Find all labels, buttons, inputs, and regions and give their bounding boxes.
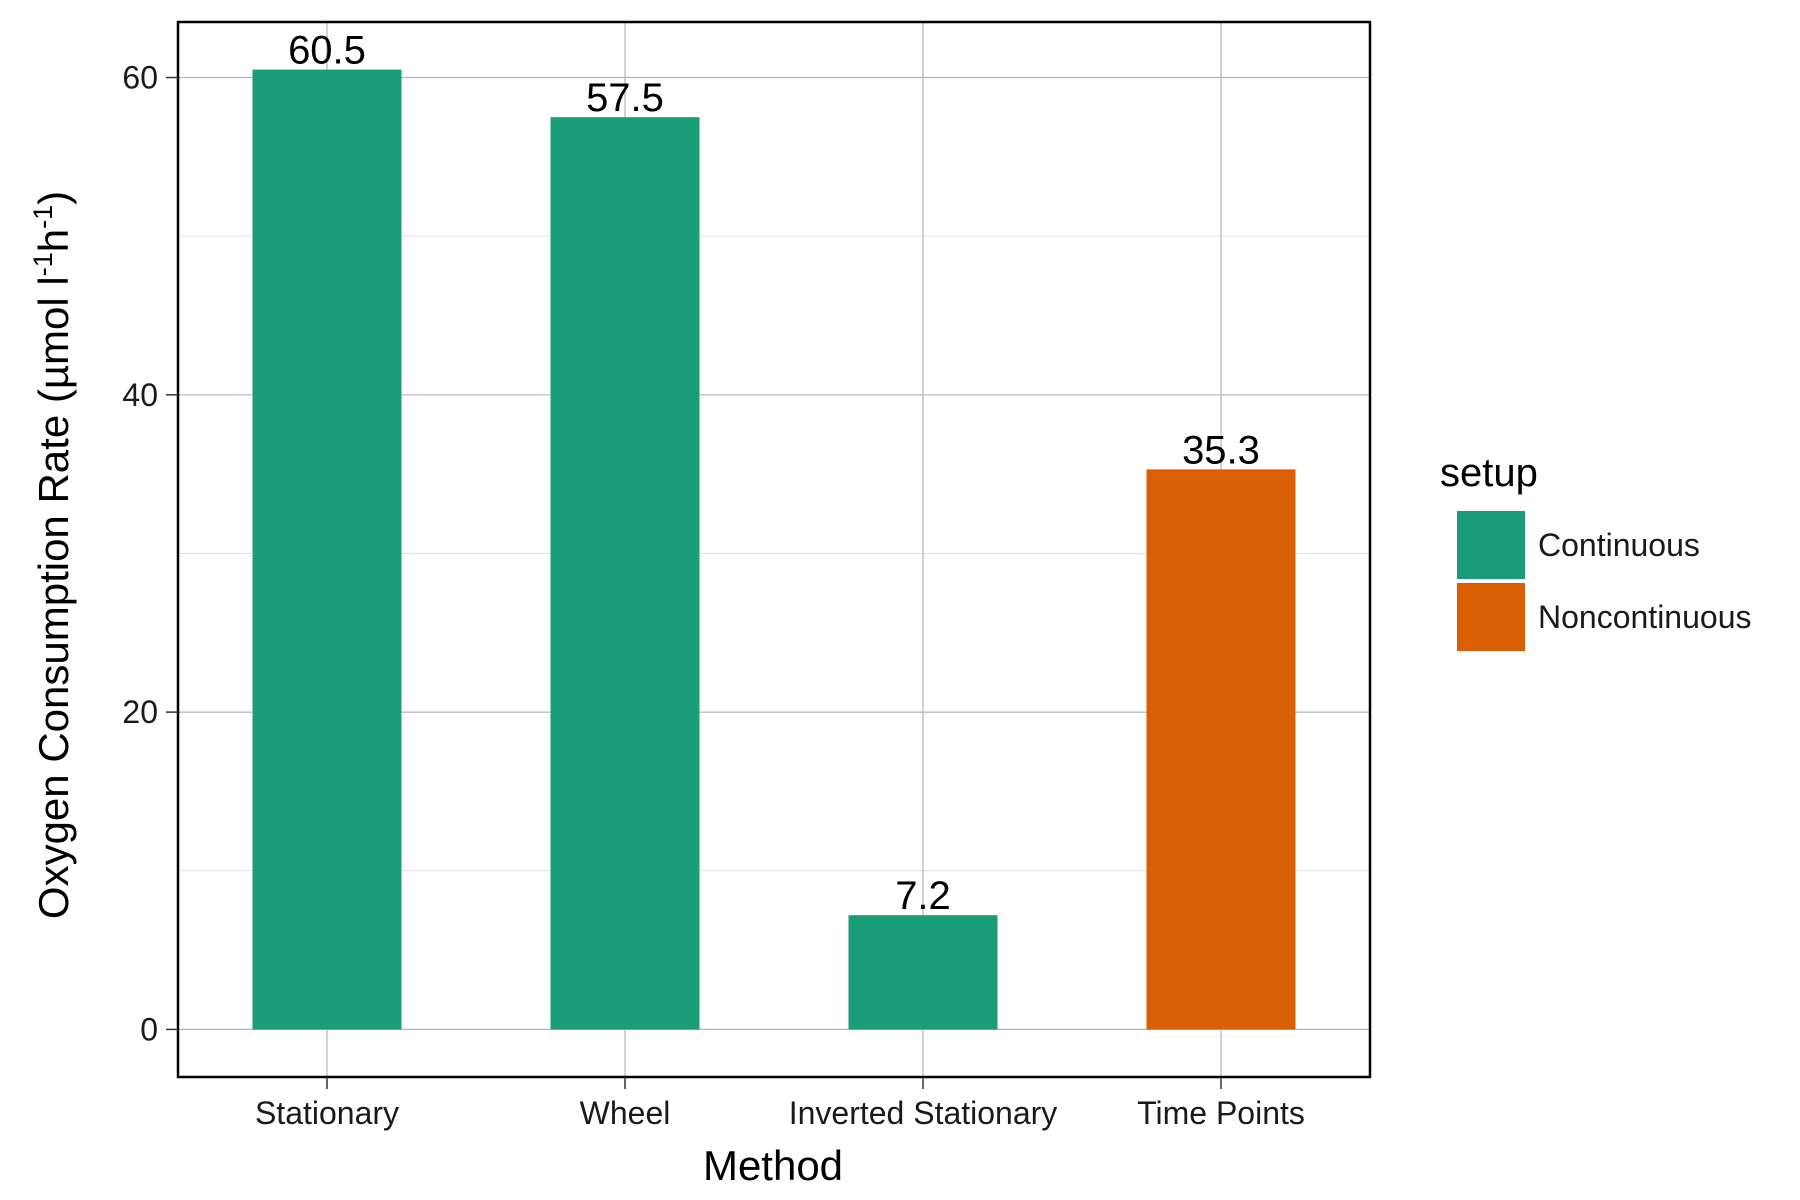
legend-title: setup <box>1440 451 1538 495</box>
x-tick-label: Stationary <box>255 1095 399 1131</box>
bar <box>1146 469 1296 1030</box>
plot-panel-border <box>176 20 1372 1079</box>
legend: setup Continuous Noncontinuous <box>1440 451 1751 651</box>
legend-label: Continuous <box>1538 527 1700 563</box>
data-labels: 60.5 57.5 7.2 35.3 <box>288 29 1260 919</box>
x-axis-ticks: Stationary Wheel Inverted Stationary Time P… <box>255 1077 1305 1131</box>
bars <box>252 69 1296 1030</box>
data-label: 7.2 <box>895 874 951 918</box>
legend-key <box>1457 511 1525 579</box>
legend-label: Noncontinuous <box>1538 599 1751 635</box>
y-axis-ticks: 0 20 40 60 <box>122 60 178 1047</box>
x-tick-label: Wheel <box>580 1095 671 1131</box>
x-axis-title: Method <box>703 1142 843 1189</box>
y-tick-label: 0 <box>140 1011 158 1047</box>
data-label: 60.5 <box>288 29 366 73</box>
y-tick-label: 60 <box>122 60 158 96</box>
y-tick-label: 20 <box>122 694 158 730</box>
data-label: 35.3 <box>1182 428 1260 472</box>
bar <box>848 915 998 1030</box>
y-tick-label: 40 <box>122 377 158 413</box>
legend-key <box>1457 583 1525 651</box>
bar <box>550 117 700 1030</box>
data-label: 57.5 <box>586 76 664 120</box>
bar <box>252 69 402 1030</box>
x-tick-label: Inverted Stationary <box>789 1095 1058 1131</box>
y-axis-title: Oxygen Consumption Rate (µmol l-1h-1) <box>28 191 77 919</box>
x-tick-label: Time Points <box>1137 1095 1305 1131</box>
